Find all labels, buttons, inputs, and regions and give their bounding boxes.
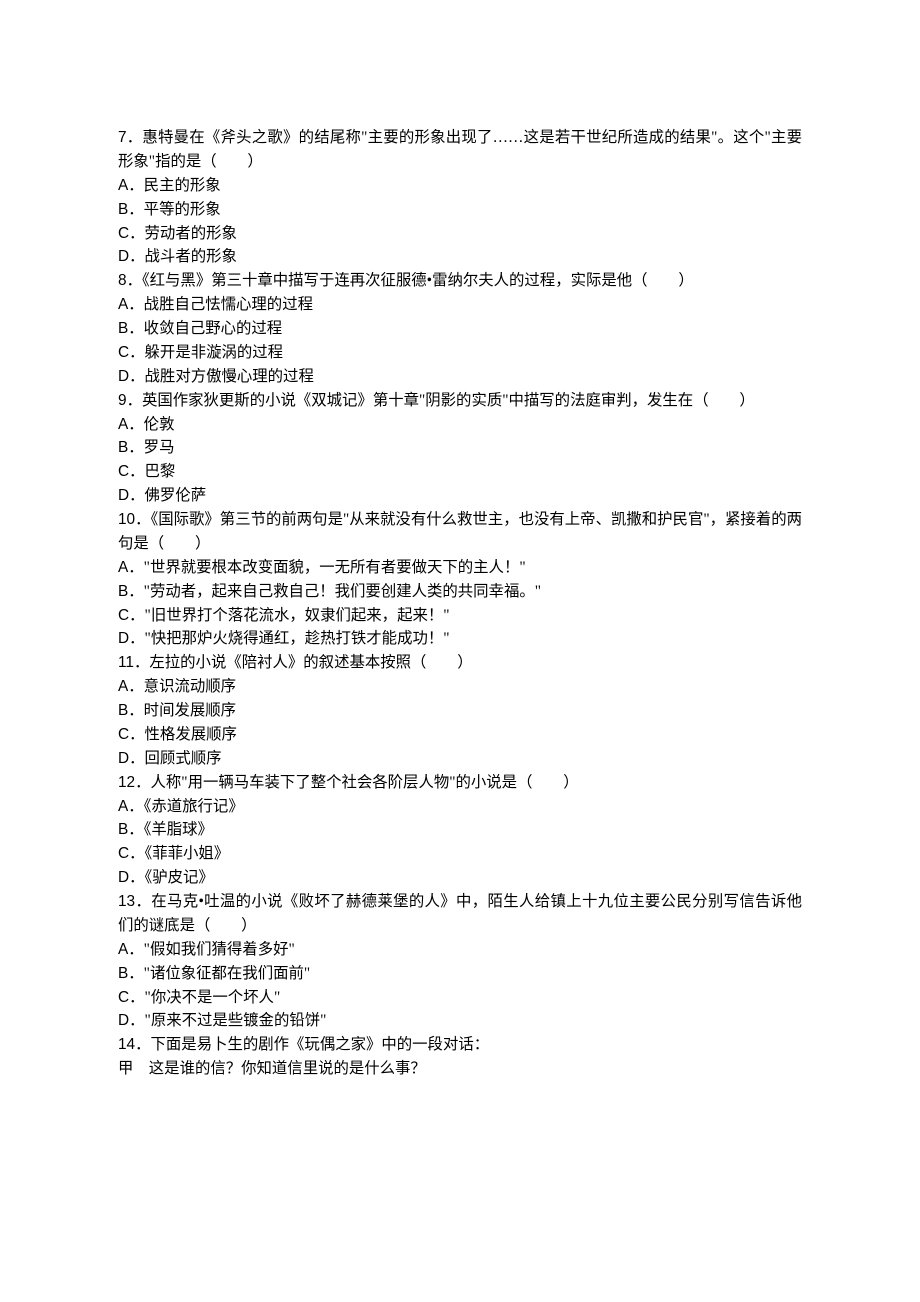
question-text: ．左拉的小说《陪衬人》的叙述基本按照（ ） — [134, 654, 473, 671]
option-a: A．《赤道旅行记》 — [118, 795, 802, 819]
question-stem: 14．下面是易卜生的剧作《玩偶之家》中的一段对话： — [118, 1033, 802, 1057]
question-stem: 12．人称"用一辆马车装下了整个社会各阶层人物"的小说是（ ） — [118, 771, 802, 795]
option-b: B．收敛自己野心的过程 — [118, 317, 802, 341]
question-stem: 8．《红与黑》第三十章中描写于连再次征服德•雷纳尔夫人的过程，实际是他（ ） — [118, 269, 802, 293]
option-b: B．时间发展顺序 — [118, 699, 802, 723]
option-d: D．战斗者的形象 — [118, 245, 802, 269]
option-c: C．躲开是非漩涡的过程 — [118, 341, 802, 365]
option-d: D．《驴皮记》 — [118, 866, 802, 890]
question-number: 10 — [118, 511, 135, 528]
option-a: A．民主的形象 — [118, 174, 802, 198]
option-d: D．战胜对方傲慢心理的过程 — [118, 365, 802, 389]
question-stem: 13．在马克•吐温的小说《败坏了赫德莱堡的人》中，陌生人给镇上十九位主要公民分别… — [118, 890, 802, 938]
option-b: B．平等的形象 — [118, 198, 802, 222]
option-b: B．"劳动者，起来自己救自己！我们要创建人类的共同幸福。" — [118, 580, 802, 604]
option-a: A．伦敦 — [118, 413, 802, 437]
question-text: ．《红与黑》第三十章中描写于连再次征服德•雷纳尔夫人的过程，实际是他（ ） — [127, 272, 694, 289]
option-b: B．"诸位象征都在我们面前" — [118, 962, 802, 986]
option-d: D．佛罗伦萨 — [118, 484, 802, 508]
dialogue-line: 甲 这是谁的信？你知道信里说的是什么事？ — [118, 1057, 802, 1081]
question-number: 11 — [118, 654, 134, 671]
option-c: C．"你决不是一个坏人" — [118, 986, 802, 1010]
option-a: A．"世界就要根本改变面貌，一无所有者要做天下的主人！" — [118, 556, 802, 580]
option-c: C．巴黎 — [118, 460, 802, 484]
question-text: ．下面是易卜生的剧作《玩偶之家》中的一段对话： — [135, 1036, 489, 1053]
question-number: 14 — [118, 1036, 135, 1053]
option-c: C．性格发展顺序 — [118, 723, 802, 747]
question-text: ．英国作家狄更斯的小说《双城记》第十章"阴影的实质"中描写的法庭审判，发生在（ … — [127, 392, 755, 409]
option-a: A．意识流动顺序 — [118, 675, 802, 699]
option-c: C．"旧世界打个落花流水，奴隶们起来，起来！" — [118, 604, 802, 628]
question-text: ．《国际歌》第三节的前两句是"从来就没有什么救世主，也没有上帝、凯撒和护民官"，… — [118, 511, 802, 552]
question-stem: 11．左拉的小说《陪衬人》的叙述基本按照（ ） — [118, 651, 802, 675]
option-d: D．回顾式顺序 — [118, 747, 802, 771]
question-number: 13 — [118, 893, 135, 910]
question-text: ．惠特曼在《斧头之歌》的结尾称"主要的形象出现了……这是若干世纪所造成的结果"。… — [118, 129, 802, 170]
question-text: ．在马克•吐温的小说《败坏了赫德莱堡的人》中，陌生人给镇上十九位主要公民分别写信… — [118, 893, 802, 934]
question-stem: 7．惠特曼在《斧头之歌》的结尾称"主要的形象出现了……这是若干世纪所造成的结果"… — [118, 126, 802, 174]
question-number: 8 — [118, 272, 127, 289]
option-b: B．罗马 — [118, 436, 802, 460]
option-a: A．战胜自己怯懦心理的过程 — [118, 293, 802, 317]
question-text: ．人称"用一辆马车装下了整个社会各阶层人物"的小说是（ ） — [135, 774, 579, 791]
question-number: 7 — [118, 129, 127, 146]
option-c: C．劳动者的形象 — [118, 222, 802, 246]
option-b: B．《羊脂球》 — [118, 818, 802, 842]
question-stem: 10．《国际歌》第三节的前两句是"从来就没有什么救世主，也没有上帝、凯撒和护民官… — [118, 508, 802, 556]
option-d: D．"原来不过是些镀金的铅饼" — [118, 1009, 802, 1033]
option-a: A．"假如我们猜得着多好" — [118, 938, 802, 962]
question-stem: 9．英国作家狄更斯的小说《双城记》第十章"阴影的实质"中描写的法庭审判，发生在（… — [118, 389, 802, 413]
question-number: 12 — [118, 774, 135, 791]
document-page: 7．惠特曼在《斧头之歌》的结尾称"主要的形象出现了……这是若干世纪所造成的结果"… — [0, 0, 920, 1302]
option-c: C．《菲菲小姐》 — [118, 842, 802, 866]
question-number: 9 — [118, 392, 127, 409]
option-d: D．"快把那炉火烧得通红，趁热打铁才能成功！" — [118, 627, 802, 651]
